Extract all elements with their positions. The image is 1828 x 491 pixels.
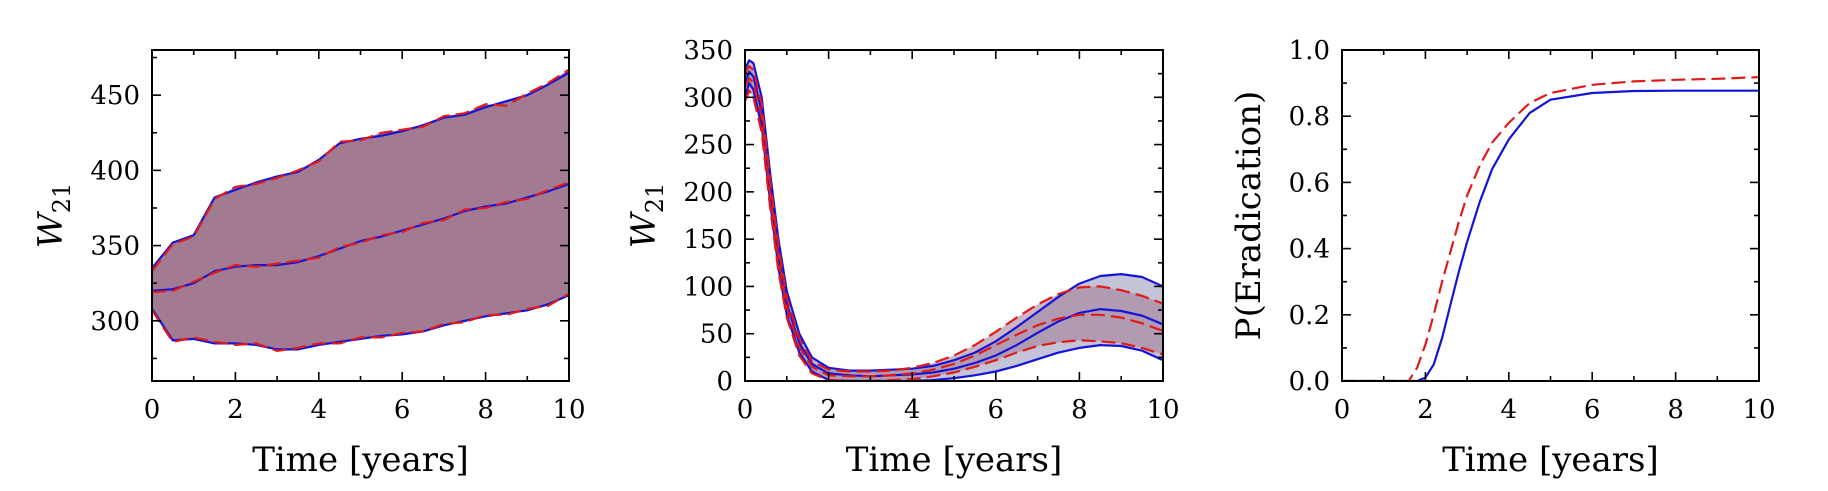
x-tick-label: 10 [1146, 395, 1179, 425]
x-tick-label: 0 [737, 395, 754, 425]
y-tick-label: 1.0 [1289, 36, 1330, 66]
x-tick-label: 8 [1071, 395, 1088, 425]
y-axis-title: W21 [624, 183, 669, 249]
band-dashed-red [745, 66, 1163, 381]
y-tick-label: 300 [90, 307, 140, 337]
y-tick-label: 100 [683, 272, 733, 302]
x-tick-label: 0 [1334, 395, 1351, 425]
series-line-dashed-red-median [745, 77, 1163, 378]
plot-area [152, 68, 569, 352]
chart-panel-3: 0 2 4 6 8 10 0.0 0.2 0.4 0.6 0.8 1.0 Time [years] P(E… [1229, 36, 1776, 480]
y-tick-label: 450 [90, 81, 140, 111]
x-tick-label: 10 [552, 395, 585, 425]
y-axis-title: W21 [31, 183, 76, 249]
y-axis-title: P(Eradication) [1229, 91, 1269, 341]
y-tick-label: 400 [90, 156, 140, 186]
y-tick-label: 350 [683, 36, 733, 66]
y-axis-title-main: W [624, 210, 664, 248]
band-dashed-red [152, 69, 569, 351]
y-tick-label: 50 [700, 320, 733, 350]
x-tick-label: 0 [144, 395, 161, 425]
y-tick-label: 0 [716, 367, 733, 397]
y-tick-label: 0.8 [1289, 102, 1330, 132]
y-tick-label: 200 [683, 178, 733, 208]
y-axis-title-subscript: 21 [641, 183, 669, 214]
series-line-dashed-red-upper [152, 68, 569, 272]
y-axis-title-main: W [31, 210, 71, 248]
y-tick-label: 0.2 [1289, 301, 1330, 331]
x-axis-title: Time [years] [846, 440, 1063, 480]
y-tick-label: 150 [683, 225, 733, 255]
x-tick-label: 2 [820, 395, 837, 425]
chart-panel-1: 0 2 4 6 8 10 300 350 400 450 Time [years] W21 [31, 49, 586, 480]
x-tick-label: 4 [1501, 395, 1518, 425]
y-tick-label: 350 [90, 232, 140, 262]
x-tick-label: 2 [227, 395, 244, 425]
x-axis-title: Time [years] [252, 440, 469, 480]
x-tick-label: 6 [1584, 395, 1601, 425]
y-tick-label: 0.4 [1289, 235, 1330, 265]
series-line-dashed-red-median [152, 181, 569, 294]
series-line-solid-blue [1342, 89, 1759, 381]
x-tick-label: 10 [1742, 395, 1775, 425]
x-tick-label: 4 [904, 395, 921, 425]
series-line-dashed-red-lower [152, 292, 569, 352]
x-tick-label: 8 [1667, 395, 1684, 425]
x-axis-title: Time [years] [1442, 440, 1659, 480]
x-tick-label: 6 [394, 395, 411, 425]
y-tick-label: 0.0 [1289, 367, 1330, 397]
x-tick-label: 8 [477, 395, 494, 425]
series-line-dashed-red [1342, 76, 1759, 381]
series-line-dashed-red-upper [745, 65, 1163, 373]
series-line-dashed-red-lower [745, 89, 1163, 381]
x-tick-label: 4 [311, 395, 328, 425]
x-tick-label: 6 [988, 395, 1005, 425]
x-tick-label: 2 [1417, 395, 1434, 425]
plot-area [745, 59, 1163, 381]
y-tick-label: 0.6 [1289, 168, 1330, 198]
y-tick-label: 300 [683, 83, 733, 113]
y-tick-label: 250 [683, 131, 733, 161]
y-axis-title-subscript: 21 [48, 183, 76, 214]
plot-area [1342, 76, 1759, 381]
